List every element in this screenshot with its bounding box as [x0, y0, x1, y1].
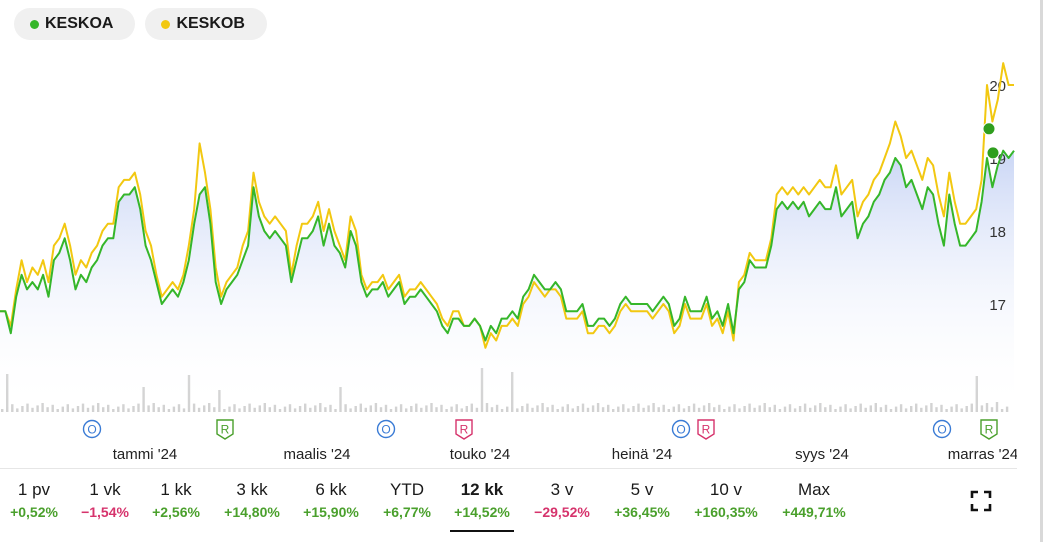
event-marker-label: O — [87, 423, 96, 437]
event-marker-r[interactable]: R — [980, 419, 998, 440]
range-change: +36,45% — [614, 504, 670, 520]
range-change: +14,80% — [224, 504, 280, 520]
range-change: +2,56% — [152, 504, 200, 520]
end-point-dot — [986, 146, 1000, 160]
range-label: 5 v — [630, 480, 654, 499]
range-button[interactable]: 3 kk +14,80% — [220, 478, 284, 530]
legend-label-keskob: KESKOB — [176, 15, 245, 32]
x-axis-month-label: touko '24 — [450, 446, 510, 463]
event-marker-o[interactable]: O — [376, 419, 396, 439]
event-marker-r[interactable]: R — [455, 419, 473, 440]
x-axis-month-label: maalis '24 — [283, 446, 350, 463]
range-label: YTD — [390, 480, 424, 499]
range-change: −1,54% — [81, 504, 129, 520]
range-button[interactable]: 3 v −29,52% — [530, 478, 594, 530]
range-label: 3 kk — [236, 480, 268, 499]
event-marker-o[interactable]: O — [82, 419, 102, 439]
y-tick-label: 17 — [989, 297, 1006, 314]
x-axis-month-label: heinä '24 — [612, 446, 672, 463]
event-marker-o[interactable]: O — [671, 419, 691, 439]
event-marker-o[interactable]: O — [932, 419, 952, 439]
range-button[interactable]: 10 v +160,35% — [694, 478, 758, 530]
x-axis-month-label: syys '24 — [795, 446, 849, 463]
legend-chip-keskob[interactable]: KESKOB — [145, 8, 267, 40]
range-button[interactable]: 1 kk +2,56% — [144, 478, 208, 530]
range-button[interactable]: 1 vk −1,54% — [73, 478, 137, 530]
range-label: 1 kk — [160, 480, 192, 499]
keskoa-color-dot — [30, 19, 39, 29]
end-point-markers — [982, 122, 1000, 160]
legend-label-keskoa: KESKOA — [45, 15, 114, 32]
x-axis-labels: tammi '24 maalis '24 touko '24 heinä '24 syy… — [113, 446, 1018, 463]
range-change: +0,52% — [10, 504, 58, 520]
event-marker-label: O — [381, 423, 390, 437]
event-marker-label: R — [985, 423, 994, 437]
event-marker-r[interactable]: R — [697, 419, 715, 440]
range-change: +15,90% — [303, 504, 359, 520]
range-label: 6 kk — [315, 480, 347, 499]
range-button[interactable]: 6 kk +15,90% — [299, 478, 363, 530]
range-change: −29,52% — [534, 504, 590, 520]
range-label: 1 pv — [17, 480, 51, 499]
event-marker-label: R — [221, 423, 230, 437]
range-change: +6,77% — [383, 504, 431, 520]
keskob-line — [0, 62, 1014, 349]
event-marker-label: O — [676, 423, 685, 437]
keskob-color-dot — [161, 19, 171, 29]
divider — [0, 468, 1017, 469]
legend-chip-keskoa[interactable]: KESKOA — [14, 8, 136, 40]
y-tick-label: 18 — [989, 224, 1006, 241]
keskoa-area-fill — [0, 150, 1014, 412]
range-button[interactable]: Max +449,71% — [782, 478, 846, 530]
range-button[interactable]: 12 kk +14,52% — [450, 478, 514, 532]
range-button[interactable]: 5 v +36,45% — [610, 478, 674, 530]
time-range-selector: 1 pv +0,52% 1 vk −1,54% 1 kk +2,56% 3 kk +14,80… — [0, 478, 1017, 534]
y-tick-label: 20 — [989, 78, 1006, 95]
range-label: 1 vk — [89, 480, 121, 499]
range-button[interactable]: 1 pv +0,52% — [2, 478, 66, 530]
range-label: 12 kk — [460, 480, 504, 499]
x-axis-month-label: tammi '24 — [113, 446, 178, 463]
range-button[interactable]: YTD +6,77% — [375, 478, 439, 530]
range-label: Max — [797, 480, 831, 499]
event-marker-r[interactable]: R — [216, 419, 234, 440]
event-marker-label: R — [702, 423, 711, 437]
keskoa-line — [0, 149, 1015, 342]
end-point-dot — [982, 122, 996, 136]
range-change: +14,52% — [454, 504, 510, 520]
range-label: 3 v — [550, 480, 574, 499]
range-label: 10 v — [709, 480, 743, 499]
series-legend: KESKOA KESKOB — [14, 8, 267, 40]
event-marker-label: O — [937, 423, 946, 437]
right-panel-edge — [1017, 0, 1043, 542]
scrollbar-edge — [1040, 0, 1043, 542]
range-change: +449,71% — [782, 504, 846, 520]
x-axis-month-label: marras '24 — [948, 446, 1018, 463]
event-marker-label: R — [460, 423, 469, 437]
range-change: +160,35% — [694, 504, 758, 520]
fullscreen-icon[interactable] — [970, 490, 992, 512]
